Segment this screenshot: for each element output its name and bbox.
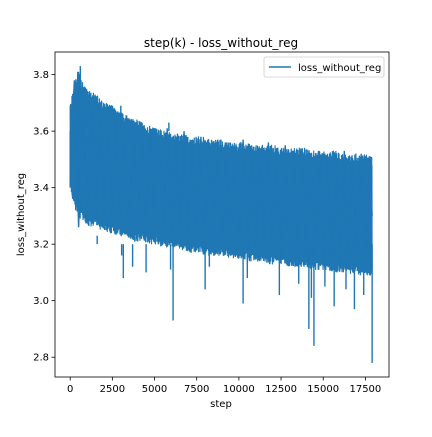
legend-box xyxy=(263,56,385,78)
x-tick-label: 5000 xyxy=(142,384,167,395)
chart-title: step(k) - loss_without_reg xyxy=(144,36,298,50)
y-tick-label: 3.4 xyxy=(33,183,49,194)
x-tick-label: 12500 xyxy=(265,384,297,395)
y-tick-label: 2.8 xyxy=(33,353,49,364)
y-tick-label: 3.0 xyxy=(33,296,49,307)
plot-frame xyxy=(54,51,390,378)
y-axis-label: loss_without_reg xyxy=(16,173,27,256)
plot-area xyxy=(69,66,373,363)
x-tick-label: 7500 xyxy=(184,384,209,395)
y-tick-label: 3.2 xyxy=(33,240,49,251)
x-tick-label: 2500 xyxy=(100,384,125,395)
x-axis: 0 2500 5000 7500 10000 12500 15000 17500 xyxy=(67,377,381,395)
x-tick-label: 17500 xyxy=(349,384,381,395)
y-axis: 2.8 3.0 3.2 3.4 3.6 3.8 xyxy=(33,70,55,364)
series-line xyxy=(69,80,373,270)
x-axis-label: step xyxy=(210,399,232,410)
y-tick-label: 3.6 xyxy=(33,127,49,138)
x-tick-label: 0 xyxy=(67,384,73,395)
x-tick-label: 15000 xyxy=(307,384,339,395)
x-tick-label: 10000 xyxy=(223,384,255,395)
legend: loss_without_reg xyxy=(263,56,385,78)
y-tick-label: 3.8 xyxy=(33,70,49,81)
legend-label: loss_without_reg xyxy=(298,63,381,74)
